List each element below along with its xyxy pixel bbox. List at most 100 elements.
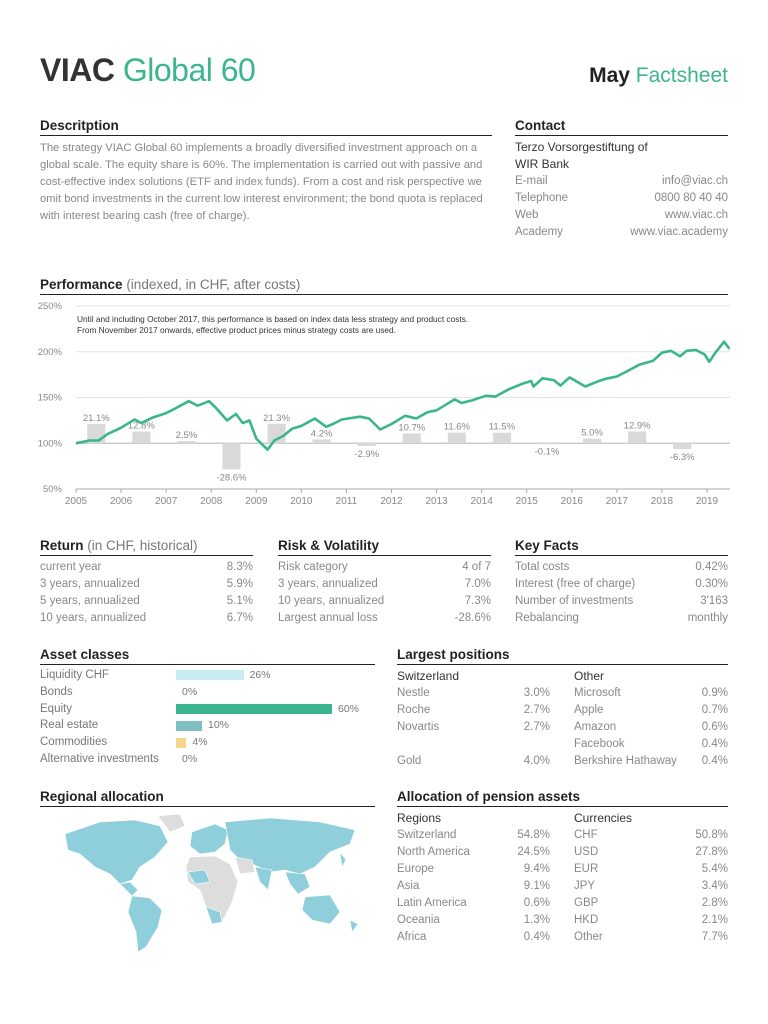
region-row: North America 24.5% <box>397 844 550 861</box>
row-label: Real estate <box>40 719 99 732</box>
annual-return-bar <box>537 443 557 445</box>
risk-row: Risk category 4 of 7 <box>278 559 491 576</box>
allocation-bar <box>176 703 332 714</box>
description-section: Descritption The strategy VIAC Global 60… <box>40 118 492 225</box>
row-label: 5 years, annualized <box>40 595 140 607</box>
row-value: 5.4% <box>701 863 728 875</box>
annual-return-label: 21.3% <box>263 413 290 424</box>
x-tick-label: 2011 <box>336 496 358 507</box>
row-value: 0.30% <box>695 578 728 590</box>
row-value: 26% <box>249 669 271 681</box>
row-label: current year <box>40 561 102 573</box>
position-row: Microsoft 0.9% <box>574 685 728 702</box>
contact-row: Academy www.viac.academy <box>515 224 728 241</box>
x-tick-label: 2010 <box>290 496 313 507</box>
asset-classes-section: Asset classes Liquidity CHF 26% Bonds 0% Equ… <box>40 647 375 768</box>
row-value: 3.0% <box>523 687 550 699</box>
row-value: 6.7% <box>226 612 253 624</box>
performance-chart: 250% 200% 150% 100% 50%2005 2006 2007 2008 2009 2… <box>38 301 730 507</box>
annual-return-label: 4.2% <box>311 428 333 439</box>
row-label: Other <box>574 931 603 943</box>
row-label: Commodities <box>40 736 108 749</box>
y-tick-label: 250% <box>38 301 63 312</box>
row-label: 3 years, annualized <box>278 578 378 590</box>
annual-return-label: -2.9% <box>354 449 379 460</box>
section-heading: Regional allocation <box>40 789 375 807</box>
row-value: 9.1% <box>523 880 550 892</box>
row-label: Equity <box>40 702 72 715</box>
section-heading: Asset classes <box>40 647 375 665</box>
row-value: 7.3% <box>464 595 491 607</box>
contact-row: E-mail info@viac.ch <box>515 173 728 190</box>
y-tick-label: 100% <box>38 438 63 449</box>
annual-return-bar <box>673 443 692 450</box>
y-tick-label: 50% <box>43 484 63 495</box>
row-label: Gold <box>397 755 422 767</box>
position-row: Amazon 0.6% <box>574 719 728 736</box>
section-heading: Allocation of pension assets <box>397 789 728 807</box>
row-value: -28.6% <box>454 612 491 624</box>
row-label: Microsoft <box>574 687 621 699</box>
annual-return-bar <box>132 431 151 444</box>
row-value: 7.0% <box>464 578 491 590</box>
row-value: 7.7% <box>701 931 728 943</box>
row-value: 0.6% <box>701 721 728 733</box>
pension-section: Allocation of pension assets Regions Swit… <box>397 789 728 946</box>
row-label: E-mail <box>515 175 548 187</box>
keyfact-row: Interest (free of charge) 0.30% <box>515 576 728 593</box>
row-value: 2.8% <box>701 897 728 909</box>
allocation-bar <box>176 737 187 748</box>
region-row: Switzerland 54.8% <box>397 827 550 844</box>
x-tick-label: 2016 <box>561 496 584 507</box>
currency-row: USD 27.8% <box>574 844 728 861</box>
keyfact-row: Rebalancing monthly <box>515 610 728 627</box>
section-heading: Key Facts <box>515 538 728 556</box>
return-section: Return (in CHF, historical) current year… <box>40 538 253 627</box>
x-tick-label: 2008 <box>200 496 223 507</box>
allocation-bar <box>176 670 244 681</box>
region-row: Africa 0.4% <box>397 929 550 946</box>
annual-return-label: -6.3% <box>670 452 695 463</box>
row-label: Africa <box>397 931 427 943</box>
x-tick-label: 2007 <box>155 496 178 507</box>
row-value: 4% <box>192 736 208 749</box>
row-label: Berkshire Hathaway <box>574 755 677 767</box>
keyfact-row: Total costs 0.42% <box>515 559 728 576</box>
annual-return-bar <box>628 431 647 444</box>
row-label: USD <box>574 846 599 858</box>
row-label: 10 years, annualized <box>278 595 385 607</box>
position-row: Roche 2.7% <box>397 702 550 719</box>
section-heading: Performance (indexed, in CHF, after cost… <box>40 277 728 295</box>
row-value: monthly <box>687 612 728 624</box>
row-value: 0.4% <box>523 931 550 943</box>
annual-return-bar <box>177 440 196 444</box>
row-label: 10 years, annualized <box>40 612 147 624</box>
region-row: Asia 9.1% <box>397 878 550 895</box>
row-label: Roche <box>397 704 431 716</box>
risk-section: Risk & Volatility Risk category 4 of 7 3 y… <box>278 538 491 627</box>
x-tick-label: 2017 <box>606 496 629 507</box>
annual-return-bar <box>312 439 331 444</box>
largest-positions-section: Largest positions Switzerland Nestle 3.0% R… <box>397 647 728 770</box>
region-row: Latin America 0.6% <box>397 895 550 912</box>
row-value: 0.4% <box>701 738 728 750</box>
performance-section: Performance (indexed, in CHF, after cost… <box>40 277 728 295</box>
row-value: www.viac.ch <box>664 209 728 221</box>
row-value: 27.8% <box>695 846 728 858</box>
x-tick-label: 2018 <box>651 496 674 507</box>
region-row: Europe 9.4% <box>397 861 550 878</box>
x-tick-label: 2019 <box>696 496 719 507</box>
y-tick-label: 200% <box>38 347 63 358</box>
row-label: Bonds <box>40 685 73 698</box>
annual-return-bar <box>492 432 511 444</box>
row-label: Oceania <box>397 914 440 926</box>
region-row: Oceania 1.3% <box>397 912 550 929</box>
annual-return-label: 21.1% <box>83 413 110 424</box>
currency-row: CHF 50.8% <box>574 827 728 844</box>
row-label: Liquidity CHF <box>40 669 110 681</box>
row-value: 60% <box>338 702 360 715</box>
annual-return-label: 11.6% <box>444 422 471 433</box>
row-label: Interest (free of charge) <box>515 578 636 590</box>
row-label: Rebalancing <box>515 612 579 624</box>
row-label: Apple <box>574 704 604 716</box>
